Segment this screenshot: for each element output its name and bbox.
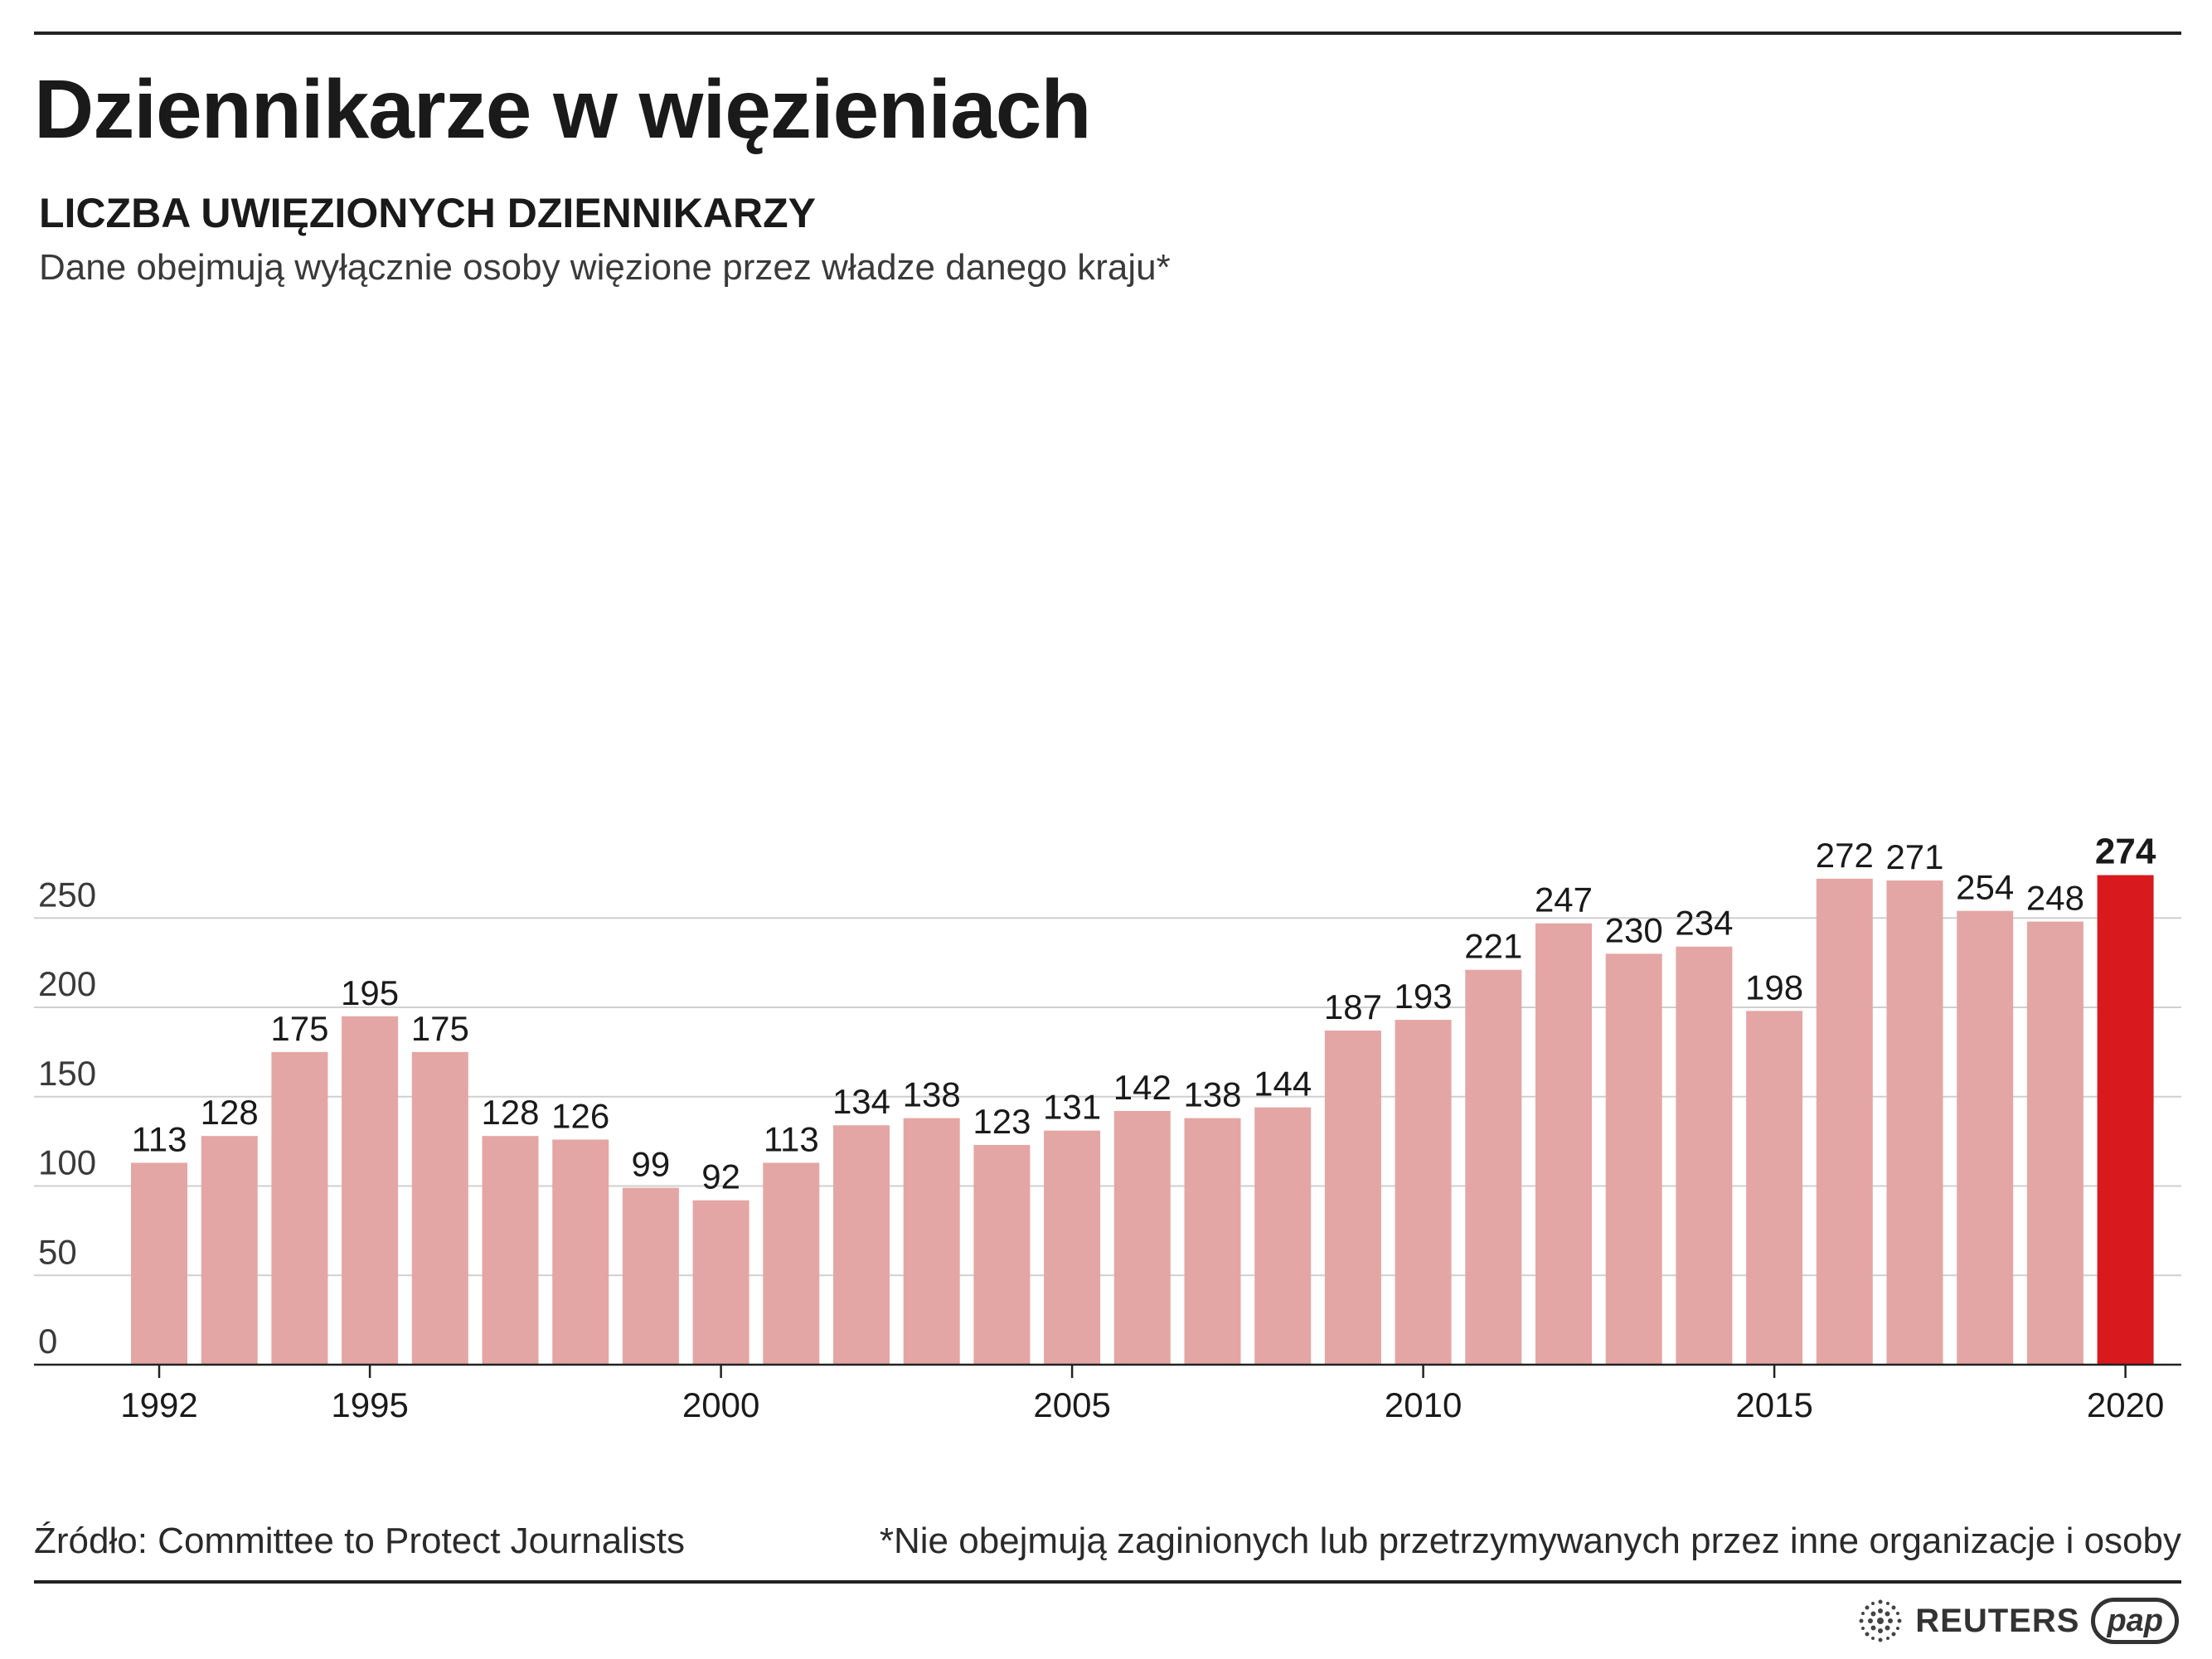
- y-tick-label-100: 100: [38, 1143, 96, 1182]
- data-label-1999: 99: [632, 1145, 671, 1184]
- chart-title: Dziennikarze w więzieniach: [34, 63, 1091, 156]
- data-label-1995: 195: [341, 973, 399, 1012]
- chart-note: Dane obejmują wyłącznie osoby więzione p…: [39, 247, 1171, 288]
- bar-1999: [622, 1187, 679, 1365]
- bar-2014: [1676, 946, 1733, 1365]
- y-tick-label-250: 250: [38, 875, 96, 914]
- bar-2016: [1816, 878, 1873, 1365]
- data-label-2001: 113: [764, 1119, 819, 1158]
- data-label-2013: 230: [1605, 910, 1663, 949]
- bar-2011: [1465, 969, 1522, 1365]
- y-tick-label-200: 200: [38, 964, 96, 1003]
- data-label-2004: 123: [973, 1102, 1031, 1141]
- bar-2015: [1746, 1011, 1803, 1365]
- y-tick-label-150: 150: [38, 1054, 96, 1093]
- x-tick-label-2010: 2010: [1385, 1385, 1462, 1424]
- x-tick-label-2015: 2015: [1735, 1385, 1812, 1424]
- bar-2000: [692, 1200, 749, 1365]
- x-tick-label-2020: 2020: [2087, 1385, 2164, 1424]
- bar-1995: [342, 1016, 399, 1365]
- bar-chart: 0 50 100 150 200 250 113 128 175 195 175 128 126 99 92…: [34, 832, 2181, 1424]
- bar-2001: [763, 1162, 820, 1365]
- x-tick-label-1995: 1995: [331, 1385, 408, 1424]
- bar-1994: [271, 1051, 328, 1365]
- data-label-2006: 142: [1113, 1068, 1171, 1107]
- top-rule: [34, 32, 2181, 35]
- y-tick-label-0: 0: [38, 1322, 57, 1361]
- bar-1996: [411, 1051, 468, 1365]
- source-note: Źródło: Committee to Protect Journalists: [34, 1521, 685, 1561]
- bar-2012: [1535, 923, 1592, 1365]
- bar-2010: [1395, 1020, 1452, 1365]
- data-label-2000: 92: [701, 1157, 740, 1196]
- data-label-2015: 198: [1745, 968, 1803, 1007]
- bar-2018: [1957, 910, 2014, 1365]
- y-tick-label-50: 50: [38, 1232, 77, 1271]
- bar-1998: [552, 1139, 609, 1365]
- bar-1992: [131, 1162, 187, 1365]
- data-label-2011: 221: [1464, 927, 1522, 966]
- bar-2009: [1324, 1031, 1381, 1365]
- bar-2003: [903, 1118, 960, 1365]
- data-label-2016: 272: [1816, 836, 1874, 875]
- bar-2002: [833, 1125, 890, 1365]
- bar-2019: [2026, 921, 2083, 1365]
- bar-2004: [973, 1144, 1031, 1365]
- data-label-2007: 138: [1183, 1075, 1241, 1114]
- data-label-1997: 128: [481, 1093, 539, 1132]
- reuters-logo-icon: [1859, 1599, 1902, 1642]
- data-label-2014: 234: [1675, 904, 1733, 943]
- bar-2007: [1184, 1118, 1241, 1365]
- x-tick-label-2005: 2005: [1033, 1385, 1110, 1424]
- bar-2020: [2097, 875, 2154, 1365]
- bar-1997: [482, 1136, 539, 1365]
- x-tick-label-1992: 1992: [120, 1385, 197, 1424]
- bar-2005: [1044, 1130, 1101, 1365]
- bottom-rule: [34, 1580, 2181, 1584]
- x-tick-label-2000: 2000: [682, 1385, 759, 1424]
- footnote: *Nie obejmują zaginionych lub przetrzymy…: [879, 1521, 2181, 1561]
- bar-2006: [1113, 1110, 1171, 1365]
- bar-1993: [201, 1136, 258, 1365]
- bar-2017: [1886, 880, 1943, 1365]
- data-label-2002: 134: [832, 1082, 890, 1121]
- bar-2013: [1605, 953, 1662, 1365]
- pap-logo: pap: [2091, 1598, 2179, 1644]
- chart-subtitle: LICZBA UWIĘZIONYCH DZIENNIKARZY: [39, 190, 816, 236]
- data-label-1992: 113: [132, 1119, 187, 1158]
- data-label-2019: 248: [2026, 879, 2084, 918]
- data-label-1993: 128: [201, 1093, 259, 1132]
- data-label-2012: 247: [1535, 880, 1593, 919]
- reuters-logo-text: REUTERS: [1915, 1602, 2080, 1639]
- data-label-2017: 271: [1885, 837, 1943, 876]
- data-label-2009: 187: [1324, 987, 1382, 1026]
- data-label-2005: 131: [1043, 1088, 1101, 1127]
- data-label-1994: 175: [270, 1009, 328, 1048]
- bar-2008: [1254, 1107, 1312, 1365]
- data-label-2018: 254: [1956, 868, 2014, 907]
- data-label-2003: 138: [903, 1075, 961, 1114]
- data-label-2008: 144: [1254, 1065, 1312, 1104]
- logos: REUTERS pap: [1857, 1596, 2179, 1646]
- data-label-2020: 274: [2095, 832, 2156, 872]
- data-label-2010: 193: [1395, 977, 1453, 1016]
- data-label-1998: 126: [551, 1096, 609, 1135]
- data-label-1996: 175: [411, 1009, 469, 1048]
